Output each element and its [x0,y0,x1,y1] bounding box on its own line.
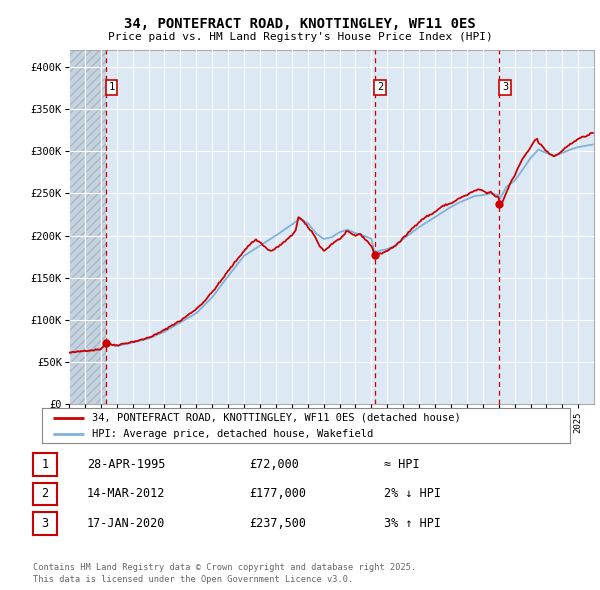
Text: 2: 2 [377,83,383,92]
Text: 34, PONTEFRACT ROAD, KNOTTINGLEY, WF11 0ES: 34, PONTEFRACT ROAD, KNOTTINGLEY, WF11 0… [124,17,476,31]
Text: 3: 3 [502,83,508,92]
Text: £237,500: £237,500 [249,517,306,530]
Text: ≈ HPI: ≈ HPI [384,458,419,471]
Text: £72,000: £72,000 [249,458,299,471]
Text: 3: 3 [41,517,49,530]
Text: £177,000: £177,000 [249,487,306,500]
Text: 2: 2 [41,487,49,500]
Text: 1: 1 [109,83,115,92]
Text: HPI: Average price, detached house, Wakefield: HPI: Average price, detached house, Wake… [92,429,373,439]
Text: 17-JAN-2020: 17-JAN-2020 [87,517,166,530]
Text: 14-MAR-2012: 14-MAR-2012 [87,487,166,500]
Text: 28-APR-1995: 28-APR-1995 [87,458,166,471]
Text: 1: 1 [41,458,49,471]
Text: Price paid vs. HM Land Registry's House Price Index (HPI): Price paid vs. HM Land Registry's House … [107,32,493,41]
Text: 34, PONTEFRACT ROAD, KNOTTINGLEY, WF11 0ES (detached house): 34, PONTEFRACT ROAD, KNOTTINGLEY, WF11 0… [92,413,461,423]
Bar [69,50,106,404]
Text: 2% ↓ HPI: 2% ↓ HPI [384,487,441,500]
Text: Contains HM Land Registry data © Crown copyright and database right 2025.
This d: Contains HM Land Registry data © Crown c… [33,563,416,584]
Text: 3% ↑ HPI: 3% ↑ HPI [384,517,441,530]
